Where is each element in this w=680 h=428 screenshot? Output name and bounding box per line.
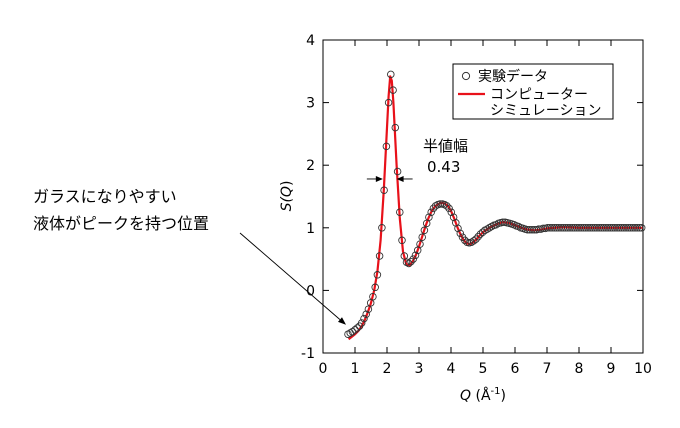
data-point [429, 204, 438, 213]
fwhm-value: 0.43 [427, 158, 460, 176]
data-point [351, 326, 359, 334]
data-point [440, 200, 449, 209]
legend-label-simulation-line1: コンピューター [490, 87, 588, 103]
data-point [407, 257, 415, 266]
fwhm-annotation: 半値幅 0.43 [366, 137, 468, 182]
data-point [445, 204, 453, 213]
note-line1: ガラスになりやすい [33, 187, 177, 206]
data-point [405, 259, 413, 268]
data-point [436, 200, 444, 208]
data-point [369, 292, 377, 301]
data-point [418, 233, 426, 241]
data-point [637, 224, 646, 232]
x-tick-label: 1 [351, 361, 360, 377]
y-tick-label: 3 [306, 96, 315, 112]
data-point [461, 236, 469, 245]
x-tick-label: 3 [415, 361, 424, 377]
y-axis-label: S(Q) [279, 181, 295, 212]
note-arrow [239, 232, 341, 320]
y-axis-label-q: Q [279, 186, 295, 197]
data-point [391, 123, 400, 132]
data-point [474, 232, 482, 241]
data-point [357, 319, 366, 327]
fwhm-arrows [366, 175, 413, 182]
data-point [420, 226, 429, 235]
y-tick-labels: -1 0 1 2 3 4 [301, 33, 315, 362]
y-tick-label: 4 [306, 33, 315, 49]
x-tick-label: 0 [319, 361, 328, 377]
data-point [348, 327, 357, 336]
data-point [375, 252, 384, 260]
fwhm-label: 半値幅 [423, 137, 468, 155]
x-tick-label: 9 [607, 361, 616, 377]
fwhm-arrow-left-head [375, 175, 383, 182]
data-point [633, 224, 641, 232]
x-tick-label: 4 [447, 361, 456, 377]
fwhm-arrow-right-head [396, 175, 404, 182]
data-point [364, 305, 373, 313]
note-annotation: ガラスになりやすい 液体がピークを持つ位置 [33, 187, 346, 325]
legend-marker-experimental [461, 71, 471, 81]
data-point [443, 202, 451, 210]
x-tick-label: 10 [634, 361, 652, 377]
data-point [427, 208, 435, 216]
data-point [411, 251, 420, 260]
y-tick-label: 2 [306, 158, 315, 174]
data-point [393, 167, 402, 176]
x-axis-label-var: Q [460, 388, 471, 404]
data-point [483, 225, 491, 233]
y-tick-label: 1 [306, 221, 315, 237]
data-point [472, 235, 480, 243]
y-axis-label-close: ) [279, 181, 295, 186]
data-point [371, 283, 379, 292]
data-point [447, 208, 456, 216]
data-point [485, 224, 494, 232]
note-arrowhead [338, 317, 346, 325]
x-tick-label: 7 [543, 361, 552, 377]
data-point [378, 224, 386, 232]
data-point [362, 310, 370, 318]
data-point [456, 229, 465, 238]
legend: 実験データ コンピューター シミュレーション [452, 63, 614, 120]
data-point [425, 213, 433, 221]
data-point [380, 186, 388, 194]
data-point [398, 236, 406, 245]
x-tick-labels: 0 1 2 3 4 5 6 7 8 9 10 [319, 361, 652, 377]
data-point [384, 98, 393, 107]
legend-label-experimental: 実験データ [478, 68, 548, 85]
data-point [469, 237, 478, 245]
x-tick-label: 5 [479, 361, 488, 377]
data-point [387, 70, 395, 79]
x-axis-label-unit-close: ) [501, 388, 506, 404]
x-axis-label-unit-sup: -1 [491, 386, 501, 397]
y-axis-label-s: S( [279, 197, 295, 212]
series-experimental-points [344, 70, 646, 338]
data-point [396, 208, 404, 216]
x-tick-label: 2 [383, 361, 392, 377]
x-tick-label: 8 [575, 361, 584, 377]
data-point [389, 86, 397, 94]
x-tick-label: 6 [511, 361, 520, 377]
data-point [476, 230, 485, 238]
y-tick-label: 0 [306, 283, 315, 299]
data-point [360, 314, 368, 323]
note-line2: 液体がピークを持つ位置 [33, 214, 209, 233]
data-point [373, 271, 382, 279]
x-axis-label-unit-open: (Å [471, 387, 491, 404]
legend-box [452, 63, 614, 120]
data-point [454, 224, 462, 233]
data-point [409, 255, 417, 263]
data-point [353, 324, 361, 332]
legend-label-simulation-line2: シミュレーション [490, 103, 601, 119]
y-tick-label: -1 [301, 346, 315, 362]
data-point [382, 142, 391, 151]
x-axis-label: Q (Å-1) [460, 386, 506, 404]
data-point [635, 224, 644, 232]
data-point [416, 240, 424, 248]
